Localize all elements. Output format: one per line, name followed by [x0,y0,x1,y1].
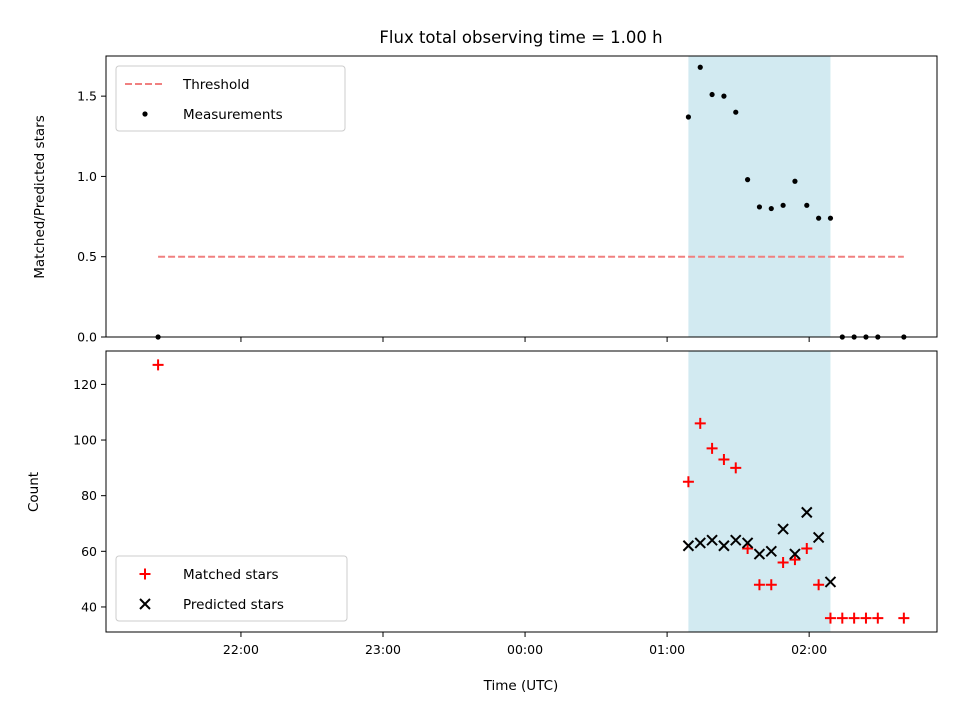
legend-entry-label: Threshold [182,77,250,93]
measurement-point [804,202,810,208]
measurement-point [816,215,822,221]
matched-star-point [694,417,706,429]
top-y-axis-label: Matched/Predicted stars [32,115,48,278]
y-tick-label: 120 [73,377,97,392]
x-axis-label: Time (UTC) [483,678,559,694]
legend: Matched stars Predicted stars [115,555,348,622]
matched-star-point [824,612,836,624]
measurement-point [744,177,751,183]
y-tick-label: 80 [81,488,97,503]
legend-box [115,65,346,132]
legend-measurement-swatch [142,111,148,117]
predicted-star-point [694,537,706,549]
x-tick-label: 23:00 [365,642,401,657]
legend-entry-label: Predicted stars [183,597,284,613]
y-tick-label: 100 [73,433,97,448]
y-tick-label: 0.5 [77,249,97,264]
measurement-point [697,64,703,70]
legend-predicted-swatch [139,598,151,610]
plot-frame [105,350,938,633]
predicted-star-point [765,545,777,558]
y-tick-label: 0.0 [77,330,97,345]
measurement-point [792,178,798,184]
bottom-panel: 40 60 80 100 120 22:00 23:00 00:00 01:00 02:00 Mat… [73,350,938,657]
legend: Threshold Measurements [115,65,346,132]
matched-star-point [152,359,164,371]
predicted-star-point [730,534,742,546]
measurement-point [685,114,692,120]
y-tick-label: 1.0 [77,169,97,184]
matched-star-point [789,554,801,566]
predicted-star-point [718,540,730,552]
matched-star-point [730,462,742,474]
matched-star-point [753,579,765,591]
measurement-point [768,205,774,212]
legend-matched-swatch [139,568,151,580]
measurement-point [709,91,715,98]
bottom-y-axis-label: Count [26,472,42,512]
x-tick-label: 00:00 [507,642,543,657]
predicted-star-point [801,506,813,519]
matched-star-point [898,612,910,624]
matched-star-point [765,579,777,591]
legend-entry-label: Matched stars [183,567,279,583]
measurement-point [780,202,786,208]
x-tick-label: 01:00 [649,642,685,657]
matched-star-point [872,612,884,624]
legend-entry-label: Measurements [183,107,283,123]
observing-window-span [688,56,831,337]
matched-star-point [860,612,872,624]
y-tick-label: 40 [81,599,97,614]
x-tick-label: 22:00 [223,642,259,657]
top-panel: 0.0 0.5 1.0 1.5 Threshold Measurements [77,55,938,345]
predicted-star-point [682,540,695,552]
y-tick-label: 60 [81,544,97,559]
plot-frame [105,55,938,338]
matched-star-point [813,579,825,591]
y-tick-label: 1.5 [77,89,97,104]
chart-title: Flux total observing time = 1.00 h [379,28,662,47]
matched-star-point [742,543,754,555]
matched-star-point [718,454,730,466]
measurement-point [756,204,763,210]
predicted-star-point [741,537,754,549]
matched-star-point [777,556,789,568]
predicted-star-point [706,534,718,546]
predicted-star-point [789,548,801,560]
matched-star-point [801,543,813,555]
measurement-point [827,215,834,221]
predicted-star-point [824,576,837,588]
matched-star-point [682,476,694,488]
matched-star-point [706,442,718,454]
measurement-point [721,93,727,99]
legend-box [115,555,348,622]
matched-star-point [836,612,848,624]
predicted-star-point [812,531,825,544]
measurement-point [733,109,739,115]
predicted-star-point [753,548,766,560]
predicted-star-point [777,523,789,535]
x-tick-label: 02:00 [791,642,827,657]
matched-star-point [848,612,860,624]
